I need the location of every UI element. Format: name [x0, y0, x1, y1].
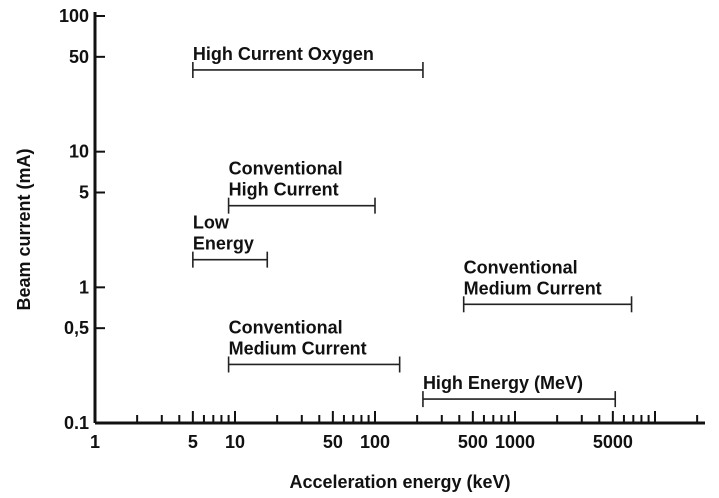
- range-label: Conventional: [229, 317, 343, 337]
- y-tick-label: 1: [79, 277, 89, 297]
- y-axis: 100 50 10 5 1 0,5 0.1: [59, 6, 105, 433]
- x-tick-label: 100: [360, 432, 390, 452]
- range-bar: High Energy (MeV): [422, 373, 617, 408]
- x-tick-label: 50: [323, 432, 343, 452]
- y-tick-label: 5: [79, 183, 89, 203]
- x-tick-label: 1: [90, 432, 100, 452]
- x-axis: 1 5 10 50 100 500 1000 5000: [90, 411, 705, 452]
- y-tick-label: 0.1: [64, 413, 89, 433]
- range-label: Conventional: [229, 159, 343, 179]
- x-tick-label: 5000: [593, 432, 633, 452]
- x-tick-label: 10: [225, 432, 245, 452]
- y-tick-label: 10: [69, 142, 89, 162]
- range-label: High Energy (MeV): [423, 373, 583, 393]
- range-label: Low: [193, 213, 230, 233]
- x-tick-label: 5: [188, 432, 198, 452]
- y-tick-label: 50: [69, 47, 89, 67]
- x-axis-title: Acceleration energy (keV): [289, 472, 510, 492]
- range-label: High Current: [229, 180, 339, 200]
- x-tick-label: 1000: [495, 432, 535, 452]
- x-tick-label: 500: [458, 432, 488, 452]
- range-label: High Current Oxygen: [193, 44, 374, 64]
- y-tick-label: 0,5: [64, 318, 89, 338]
- range-label: Medium Current: [229, 338, 367, 358]
- y-tick-label: 100: [59, 6, 89, 26]
- range-label: Medium Current: [464, 278, 602, 298]
- range-bar: High Current Oxygen: [192, 44, 424, 78]
- range-label: Energy: [193, 234, 254, 254]
- range-label: Conventional: [464, 257, 578, 277]
- y-axis-title: Beam current (mA): [14, 148, 34, 310]
